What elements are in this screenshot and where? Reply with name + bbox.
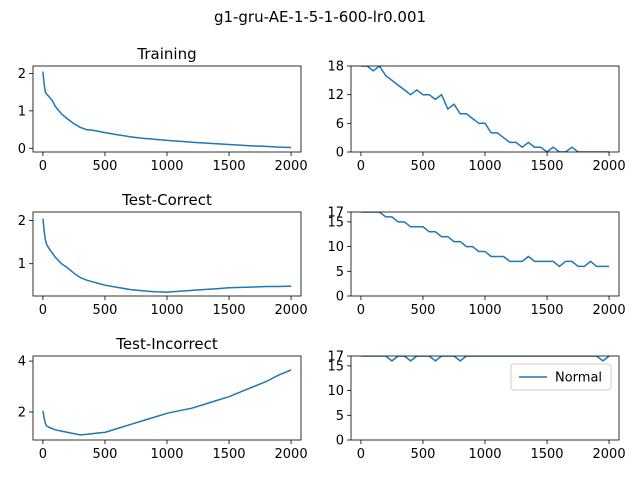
series-line [42, 218, 292, 293]
x-tick-label: 2000 [593, 159, 626, 174]
y-tick-label: 2 [18, 67, 26, 82]
y-tick-label: 15 [327, 359, 344, 374]
x-tick-label: 0 [39, 447, 47, 462]
y-tick-label: 12 [327, 88, 344, 103]
x-tick-label: 500 [93, 447, 118, 462]
panel-1: 0 500 1000 1500 2000 0 1 2 Training [18, 45, 308, 174]
axes-frame [32, 65, 302, 153]
y-tick-label: 4 [18, 355, 26, 370]
x-tick-label: 500 [411, 303, 436, 318]
x-tick-label: 500 [411, 447, 436, 462]
panel-title: Test-Correct [121, 191, 212, 209]
x-tick-label: 0 [357, 303, 365, 318]
x-tick-label: 2000 [593, 447, 626, 462]
x-tick-label: 0 [39, 303, 47, 318]
x-tick-label: 2000 [275, 159, 308, 174]
x-tick-label: 0 [357, 447, 365, 462]
x-tick-label: 0 [357, 159, 365, 174]
y-tick-label: 2 [18, 214, 26, 229]
panel-3: 0 500 1000 1500 2000 1 2 Test-Correct [18, 191, 308, 318]
x-tick-label: 2000 [275, 447, 308, 462]
x-tick-label: 2000 [275, 303, 308, 318]
x-tick-label: 500 [93, 303, 118, 318]
x-tick-label: 500 [93, 159, 118, 174]
x-tick-label: 1000 [150, 447, 183, 462]
series-line [360, 66, 610, 152]
y-tick-label: 2 [18, 406, 26, 421]
legend-label: Normal [555, 371, 602, 386]
y-tick-label: 6 [336, 117, 344, 132]
x-tick-label: 1500 [212, 447, 245, 462]
y-tick-label: 5 [336, 265, 344, 280]
y-tick-label: 10 [327, 240, 344, 255]
panel-title: Training [136, 45, 196, 63]
y-tick-label: 1 [18, 104, 26, 119]
series-line [360, 212, 610, 268]
figure-suptitle: g1-gru-AE-1-5-1-600-lr0.001 [214, 8, 426, 26]
x-tick-label: 1000 [468, 159, 501, 174]
legend: Normal [510, 363, 612, 391]
x-tick-label: 1500 [212, 159, 245, 174]
y-tick-label: 5 [336, 409, 344, 424]
y-tick-label: 10 [327, 384, 344, 399]
y-tick-label: 1 [18, 257, 26, 272]
x-tick-label: 1500 [530, 159, 563, 174]
x-tick-label: 1500 [530, 303, 563, 318]
x-tick-label: 0 [39, 159, 47, 174]
x-tick-label: 1000 [468, 303, 501, 318]
y-tick-label: 0 [336, 290, 344, 305]
x-tick-label: 1500 [212, 303, 245, 318]
series-line [360, 356, 610, 362]
x-tick-label: 1000 [150, 303, 183, 318]
axes-frame [32, 211, 302, 297]
legend-box [510, 363, 612, 391]
series-line [42, 71, 292, 149]
y-tick-label: 17 [327, 350, 344, 365]
y-tick-label: 0 [336, 434, 344, 449]
panel-5: 0 500 1000 1500 2000 2 4 Test-Incorrect [18, 335, 308, 462]
axes-frame [350, 211, 620, 297]
x-tick-label: 1000 [150, 159, 183, 174]
y-tick-label: 15 [327, 215, 344, 230]
y-tick-label: 0 [18, 142, 26, 157]
x-tick-label: 1000 [468, 447, 501, 462]
series-line [42, 369, 292, 436]
x-tick-label: 1500 [530, 447, 563, 462]
y-tick-label: 0 [336, 146, 344, 161]
panel-2: 0 500 1000 1500 2000 0 6 12 18 [327, 60, 625, 175]
y-tick-label: 18 [327, 60, 344, 75]
x-tick-label: 500 [411, 159, 436, 174]
axes-frame [32, 355, 302, 441]
x-tick-label: 2000 [593, 303, 626, 318]
y-tick-label: 17 [327, 206, 344, 221]
panel-title: Test-Incorrect [115, 335, 218, 353]
